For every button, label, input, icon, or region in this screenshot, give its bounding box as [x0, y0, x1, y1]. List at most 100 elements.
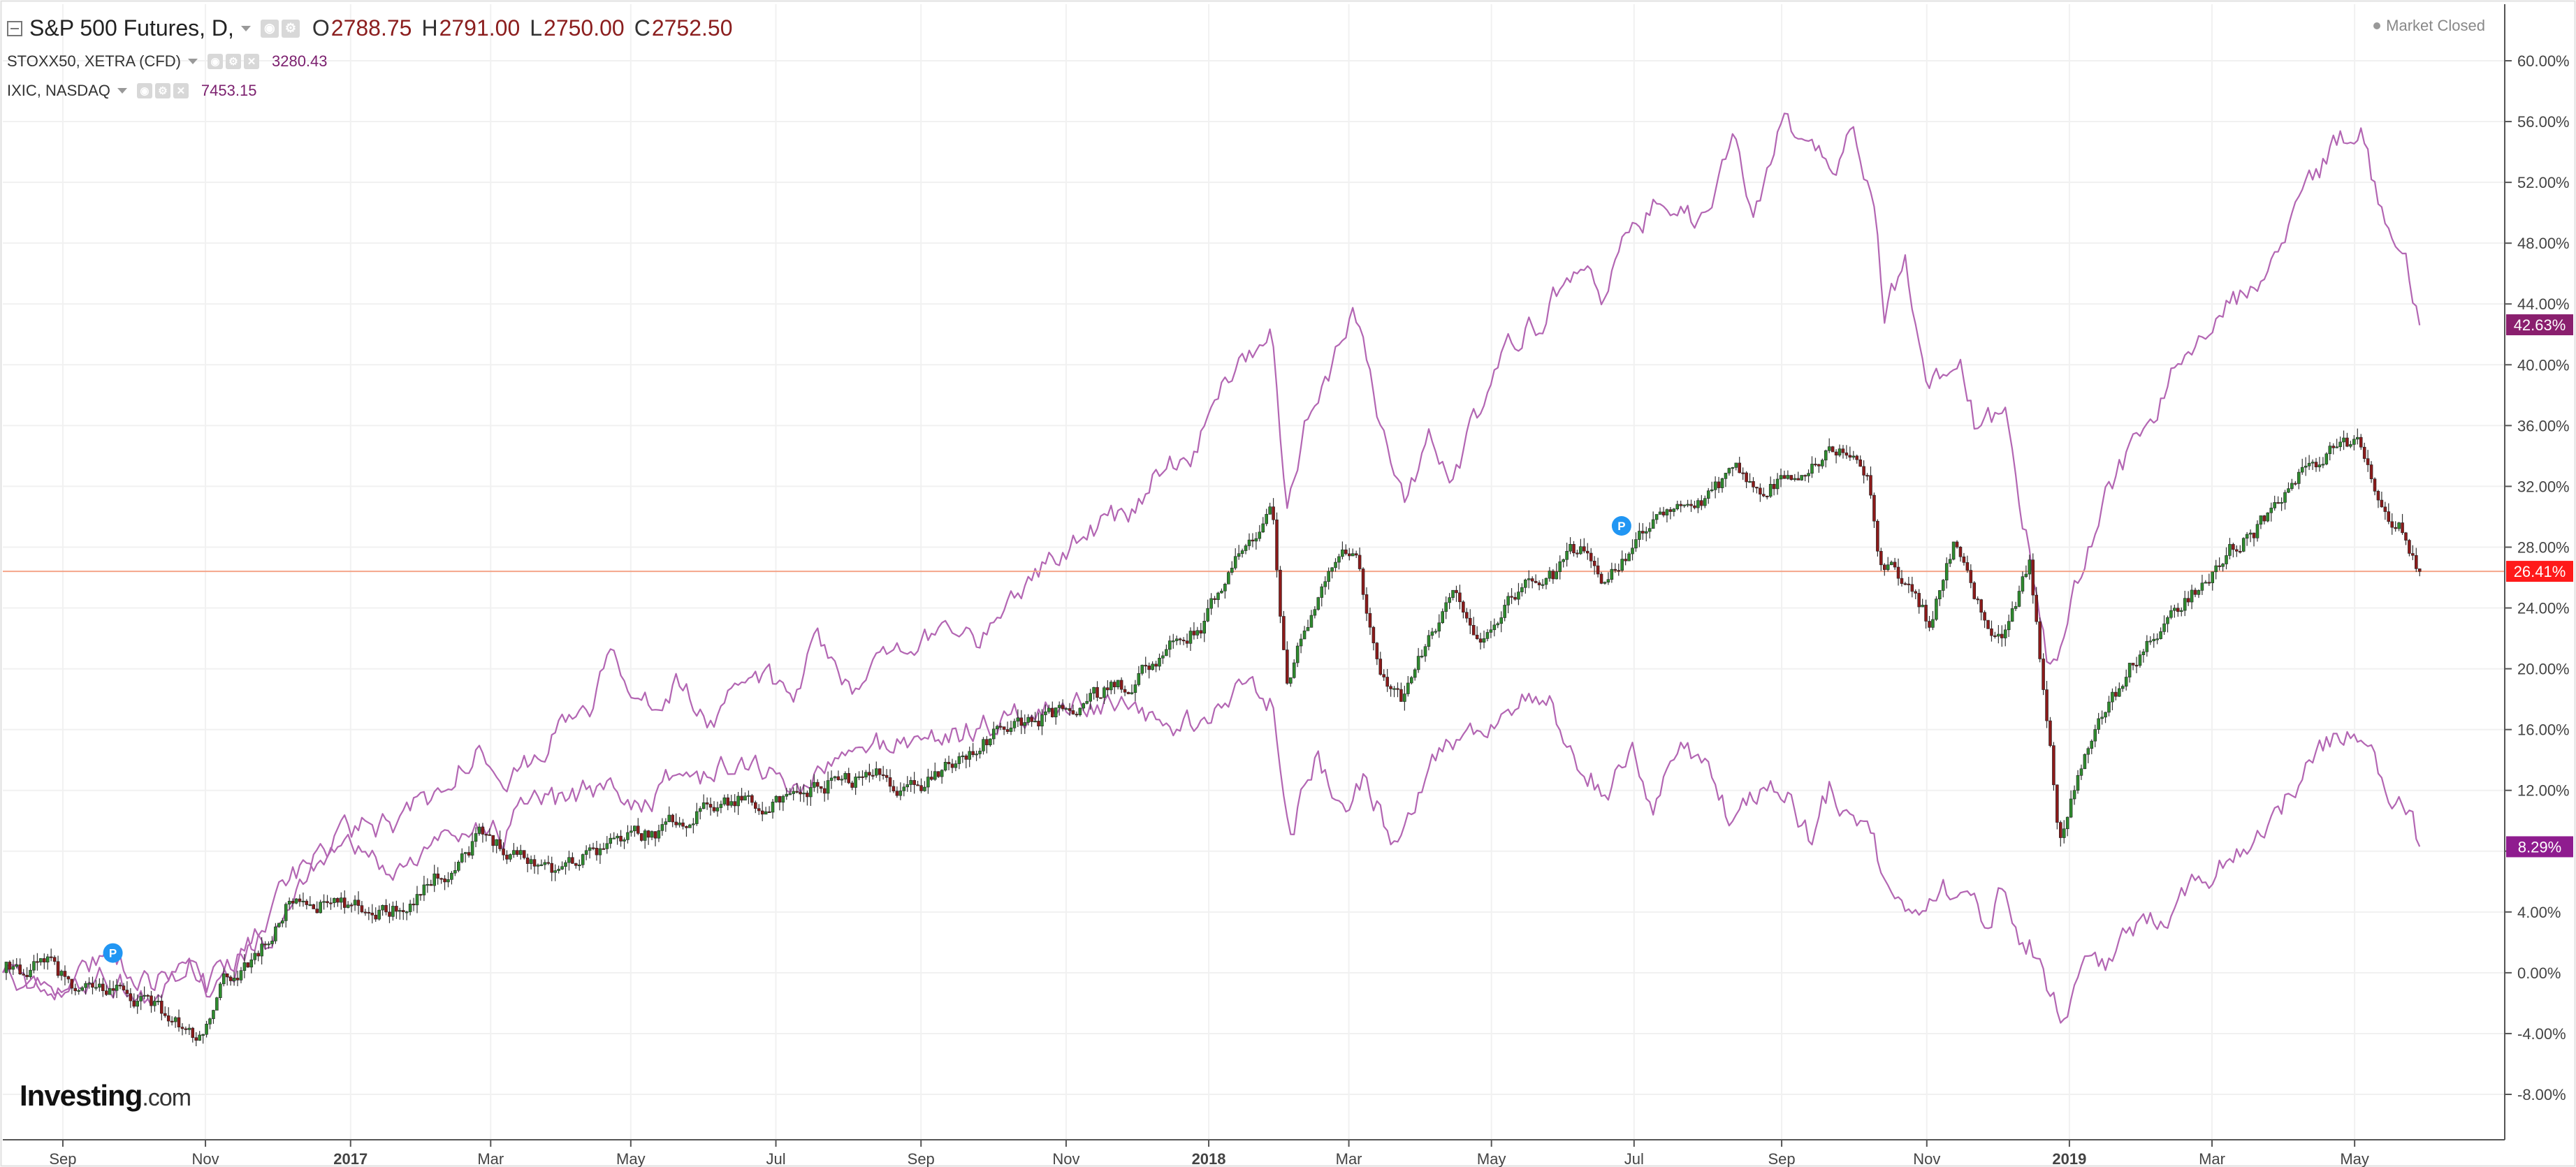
candle-body [1144, 665, 1148, 667]
candle-body [2176, 608, 2180, 612]
candle-body [1928, 621, 1931, 628]
y-tick-label: -8.00% [2517, 1086, 2566, 1103]
candle-body [1696, 500, 1700, 508]
collapse-icon[interactable] [7, 20, 22, 36]
candle-body [2248, 532, 2253, 535]
candle-body [125, 990, 129, 994]
chevron-down-icon[interactable] [117, 88, 127, 94]
candle-body [2179, 610, 2183, 612]
candle-body [560, 866, 564, 869]
settings-icon[interactable]: ⚙ [225, 54, 241, 69]
candle-body [408, 904, 412, 912]
candle-body [1596, 565, 1600, 575]
candle-body [1112, 682, 1116, 687]
candle-body [49, 956, 53, 958]
candle-body [1026, 717, 1030, 723]
candle-body [1924, 605, 1928, 622]
candle-body [15, 964, 19, 967]
candle-body [1475, 634, 1479, 639]
candle-body [356, 900, 361, 906]
candle-body [1458, 592, 1462, 603]
candle-body [1272, 506, 1275, 520]
candle-body [630, 830, 633, 833]
candle-body [1237, 553, 1241, 557]
candle-body [1137, 673, 1141, 685]
candle-body [1382, 674, 1385, 677]
candle-body [923, 786, 926, 791]
candle-body [32, 961, 36, 971]
candle-body [4, 962, 8, 974]
candle-body [543, 862, 547, 865]
candle-body [281, 920, 284, 924]
settings-icon[interactable]: ⚙ [281, 19, 300, 38]
candle-body [52, 957, 57, 962]
candle-body [1682, 504, 1686, 506]
candle-body [936, 771, 940, 777]
visibility-icon[interactable]: ◉ [136, 83, 152, 98]
candle-body [63, 971, 67, 977]
candle-body [2021, 576, 2025, 592]
candle-body [2311, 462, 2315, 464]
candle-body [1706, 490, 1710, 499]
stoxx-legend: STOXX50, XETRA (CFD) ◉ ⚙ ✕ 3280.43 [7, 52, 328, 71]
visibility-icon[interactable]: ◉ [260, 19, 279, 38]
chevron-down-icon[interactable] [240, 25, 251, 31]
visibility-icon[interactable]: ◉ [207, 54, 223, 69]
candlesticks [4, 428, 2422, 1047]
candle-body [319, 902, 322, 913]
candle-body [1862, 466, 1865, 476]
candle-body [1821, 460, 1824, 467]
candle-body [370, 912, 374, 916]
candle-body [208, 1018, 212, 1025]
candle-body [1645, 531, 1648, 534]
candle-body [781, 795, 785, 803]
candle-body [1019, 717, 1024, 726]
candle-body [1814, 464, 1817, 466]
candle-body [581, 854, 585, 865]
candle-body [1185, 640, 1189, 644]
candle-body [2273, 502, 2276, 508]
settings-icon[interactable]: ⚙ [154, 83, 170, 98]
candle-body [187, 1027, 191, 1030]
candle-body [1044, 711, 1047, 715]
candle-body [2239, 551, 2242, 553]
y-tick-label: 24.00% [2517, 600, 2570, 617]
candle-body [975, 754, 978, 756]
candle-body [1462, 601, 1465, 613]
candle-body [1075, 714, 1079, 716]
candle-body [1617, 570, 1621, 572]
candle-body [1534, 580, 1538, 583]
candle-body [992, 728, 996, 740]
candle-body [982, 739, 985, 751]
candle-body [536, 865, 540, 867]
candle-body [291, 900, 295, 904]
candle-body [1378, 659, 1383, 675]
close-icon[interactable]: ✕ [173, 83, 189, 98]
candle-body [898, 791, 903, 796]
candle-body [1320, 586, 1324, 598]
candle-body [8, 962, 12, 970]
stoxx-value-badge [2506, 836, 2573, 858]
candle-body [774, 795, 778, 802]
candle-body [2086, 748, 2090, 755]
candle-body [2017, 591, 2021, 607]
close-icon[interactable]: ✕ [243, 54, 259, 69]
candle-body [84, 983, 87, 988]
candle-body [2159, 631, 2162, 639]
candle-body [139, 996, 143, 1001]
candle-body [1279, 569, 1282, 617]
candle-body [1903, 583, 1907, 585]
candle-body [221, 974, 226, 985]
candle-body [2042, 659, 2045, 690]
candle-body [2169, 610, 2173, 618]
candle-body [2338, 441, 2342, 448]
candle-body [2221, 564, 2225, 567]
chevron-down-icon[interactable] [187, 59, 198, 64]
candle-body [806, 793, 809, 798]
candle-body [978, 751, 982, 754]
candle-body [595, 848, 599, 856]
candle-body [954, 763, 958, 768]
candle-body [118, 985, 122, 987]
candle-body [1106, 687, 1109, 691]
